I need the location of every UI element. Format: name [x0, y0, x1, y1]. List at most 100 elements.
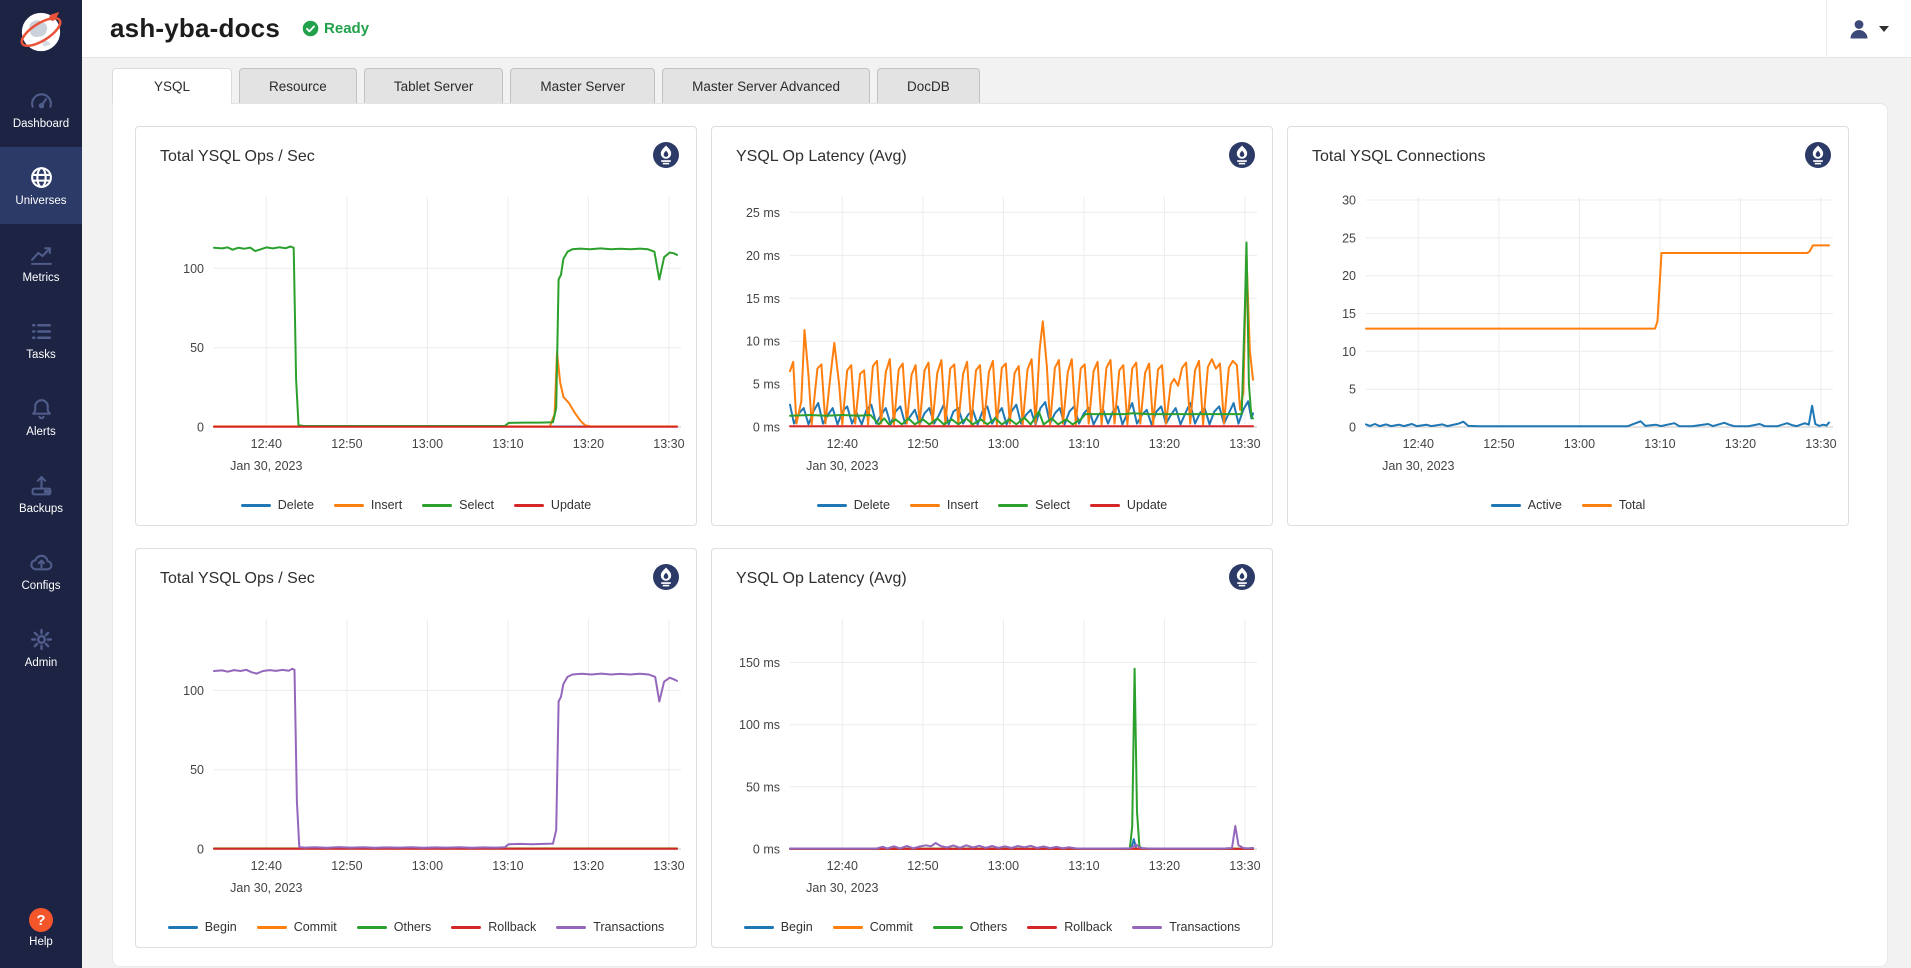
svg-text:100 ms: 100 ms [739, 718, 780, 732]
legend-label: Commit [293, 920, 337, 934]
svg-text:13:30: 13:30 [1805, 437, 1836, 451]
tab-resource[interactable]: Resource [239, 68, 357, 104]
legend-item[interactable]: Transactions [556, 920, 664, 934]
legend-item[interactable]: Rollback [451, 920, 536, 934]
svg-text:12:50: 12:50 [1483, 437, 1514, 451]
legend-item[interactable]: Transactions [1132, 920, 1240, 934]
legend-swatch [333, 503, 364, 507]
sidebar-item-label: Universes [15, 194, 67, 207]
svg-text:13:20: 13:20 [1725, 437, 1756, 451]
legend-item[interactable]: Update [1089, 498, 1168, 512]
legend-item[interactable]: Commit [256, 920, 337, 934]
svg-text:12:50: 12:50 [331, 859, 362, 873]
svg-text:13:00: 13:00 [988, 437, 1019, 451]
legend-label: Update [1126, 498, 1168, 512]
line-chart[interactable]: 0 ms 50 ms 100 ms 150 ms 12:40 12:50 13:00 13:1… [712, 549, 1274, 949]
svg-text:12:50: 12:50 [331, 437, 362, 451]
sidebar-item-alerts[interactable]: Alerts [0, 378, 82, 455]
user-menu[interactable] [1847, 17, 1889, 41]
header: ash-yba-docs Ready [82, 0, 1911, 58]
line-chart[interactable]: 0 50 100 12:40 12:50 13:00 13:10 13:20 13:30 Jan … [136, 549, 698, 949]
prometheus-icon[interactable] [1804, 141, 1832, 169]
status-badge: Ready [302, 20, 369, 37]
sidebar-item-universes[interactable]: Universes [0, 147, 82, 224]
configs-cloud-icon [29, 554, 52, 570]
svg-text:13:30: 13:30 [653, 437, 684, 451]
sidebar-item-label: Tasks [26, 348, 56, 361]
chart-legend: Delete Insert Select Update [136, 498, 696, 512]
chart-title: YSQL Op Latency (Avg) [736, 570, 907, 587]
prometheus-icon[interactable] [652, 563, 680, 591]
tab-docdb[interactable]: DocDB [876, 68, 980, 104]
legend-swatch [1132, 925, 1163, 929]
chart-title: YSQL Op Latency (Avg) [736, 148, 907, 165]
sidebar-item-dashboard[interactable]: Dashboard [0, 70, 82, 147]
yugabyte-planet-icon [20, 11, 62, 52]
svg-text:12:40: 12:40 [251, 437, 282, 451]
svg-text:12:40: 12:40 [251, 859, 282, 873]
sidebar-item-label: Dashboard [12, 117, 70, 130]
legend-swatch [167, 925, 198, 929]
sidebar-item-tasks[interactable]: Tasks [0, 301, 82, 378]
tab-master-server[interactable]: Master Server [510, 68, 656, 104]
chart-legend: Delete Insert Select Update [712, 498, 1272, 512]
user-avatar-icon [1850, 19, 1868, 38]
legend-item[interactable]: Update [513, 498, 591, 512]
svg-text:13:20: 13:20 [1149, 859, 1180, 873]
sidebar-item-admin[interactable]: Admin [0, 609, 82, 686]
line-chart[interactable]: 0 5 10 15 20 25 30 12:40 12:50 13:00 13:10 13:20 13:… [1288, 127, 1850, 527]
yugabyte-logo[interactable] [0, 0, 82, 64]
legend-item[interactable]: Delete [816, 498, 890, 512]
legend-item[interactable]: Begin [167, 920, 237, 934]
sidebar: Dashboard Universes Metrics Tasks [0, 0, 82, 968]
chart-panel-total-ysql-connections: Total YSQL Connections 0 5 10 15 20 25 30 12:40… [1287, 126, 1849, 526]
header-right [1826, 0, 1911, 58]
svg-text:50: 50 [190, 763, 204, 777]
main-content: YSQL Resource Tablet Server Master Serve… [82, 58, 1911, 968]
sidebar-item-metrics[interactable]: Metrics [0, 224, 82, 301]
legend-swatch [422, 503, 453, 507]
svg-text:Jan 30, 2023: Jan 30, 2023 [230, 881, 302, 895]
legend-item[interactable]: Total [1581, 498, 1645, 512]
tab-tablet-server[interactable]: Tablet Server [363, 68, 504, 104]
prometheus-icon[interactable] [652, 141, 680, 169]
legend-label: Transactions [593, 920, 665, 934]
legend-item[interactable]: Rollback [1027, 920, 1112, 934]
legend-swatch [909, 503, 940, 507]
legend-item[interactable]: Insert [909, 498, 979, 512]
sidebar-item-configs[interactable]: Configs [0, 532, 82, 609]
legend-item[interactable]: Select [998, 498, 1070, 512]
legend-label: Begin [204, 920, 237, 934]
svg-text:12:50: 12:50 [907, 437, 938, 451]
tab-ysql[interactable]: YSQL [112, 68, 233, 104]
chart-panels: Total YSQL Ops / Sec 0 50 100 12:40 12:50 13:… [135, 126, 1865, 948]
tab-master-server-advanced[interactable]: Master Server Advanced [662, 68, 870, 104]
legend-swatch [743, 925, 774, 929]
prometheus-icon[interactable] [1228, 141, 1256, 169]
legend-item[interactable]: Others [356, 920, 432, 934]
svg-text:13:20: 13:20 [573, 859, 604, 873]
legend-label: Delete [853, 498, 890, 512]
prometheus-icon[interactable] [1228, 563, 1256, 591]
legend-item[interactable]: Commit [832, 920, 913, 934]
svg-text:0 ms: 0 ms [753, 421, 780, 435]
line-chart[interactable]: 0 50 100 12:40 12:50 13:00 13:10 13:20 13:30 Jan … [136, 127, 698, 527]
legend-item[interactable]: Begin [743, 920, 813, 934]
svg-text:12:50: 12:50 [907, 859, 938, 873]
svg-text:100: 100 [183, 262, 204, 276]
line-chart[interactable]: 0 ms 5 ms 10 ms 15 ms 20 ms 25 ms 12:40 12:50 13… [712, 127, 1274, 527]
legend-label: Select [1035, 498, 1070, 512]
legend-label: Others [393, 920, 432, 934]
legend-item[interactable]: Delete [240, 498, 314, 512]
sidebar-item-help[interactable]: ? Help [0, 896, 82, 960]
svg-text:5: 5 [1349, 383, 1356, 397]
svg-text:5 ms: 5 ms [753, 378, 780, 392]
legend-label: Insert [946, 498, 979, 512]
legend-item[interactable]: Insert [333, 498, 402, 512]
sidebar-item-backups[interactable]: Backups [0, 455, 82, 532]
chart-panel-total-ysql-ops-transactions: Total YSQL Ops / Sec 0 50 100 12:40 12:50 13:… [135, 548, 697, 948]
legend-item[interactable]: Active [1490, 498, 1562, 512]
universe-title: ash-yba-docs [110, 13, 281, 43]
legend-item[interactable]: Others [932, 920, 1007, 934]
legend-item[interactable]: Select [422, 498, 494, 512]
